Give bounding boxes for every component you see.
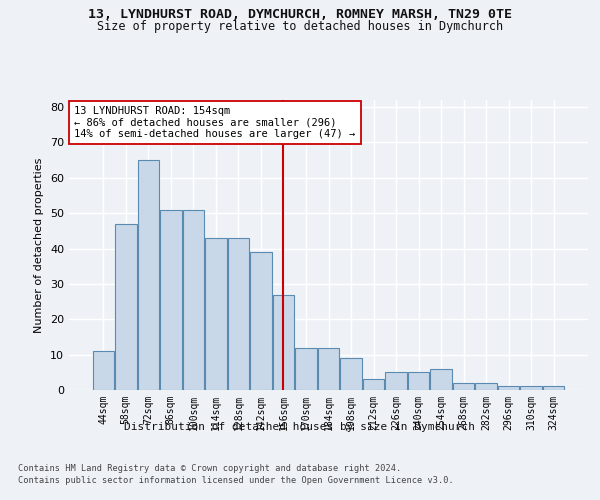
Text: 13, LYNDHURST ROAD, DYMCHURCH, ROMNEY MARSH, TN29 0TE: 13, LYNDHURST ROAD, DYMCHURCH, ROMNEY MA… — [88, 8, 512, 20]
Bar — [498, 386, 520, 390]
Bar — [273, 294, 294, 390]
Text: 13 LYNDHURST ROAD: 154sqm
← 86% of detached houses are smaller (296)
14% of semi: 13 LYNDHURST ROAD: 154sqm ← 86% of detac… — [74, 106, 355, 139]
Bar — [385, 372, 407, 390]
Bar — [92, 351, 114, 390]
Bar — [160, 210, 182, 390]
Y-axis label: Number of detached properties: Number of detached properties — [34, 158, 44, 332]
Bar — [430, 369, 452, 390]
Bar — [318, 348, 339, 390]
Bar — [295, 348, 317, 390]
Text: Distribution of detached houses by size in Dymchurch: Distribution of detached houses by size … — [125, 422, 476, 432]
Bar — [520, 386, 542, 390]
Bar — [408, 372, 429, 390]
Bar — [137, 160, 159, 390]
Bar — [453, 383, 475, 390]
Bar — [182, 210, 204, 390]
Text: Contains HM Land Registry data © Crown copyright and database right 2024.: Contains HM Land Registry data © Crown c… — [18, 464, 401, 473]
Bar — [340, 358, 362, 390]
Text: Contains public sector information licensed under the Open Government Licence v3: Contains public sector information licen… — [18, 476, 454, 485]
Bar — [363, 380, 384, 390]
Bar — [475, 383, 497, 390]
Bar — [205, 238, 227, 390]
Text: Size of property relative to detached houses in Dymchurch: Size of property relative to detached ho… — [97, 20, 503, 33]
Bar — [250, 252, 272, 390]
Bar — [543, 386, 565, 390]
Bar — [228, 238, 249, 390]
Bar — [115, 224, 137, 390]
